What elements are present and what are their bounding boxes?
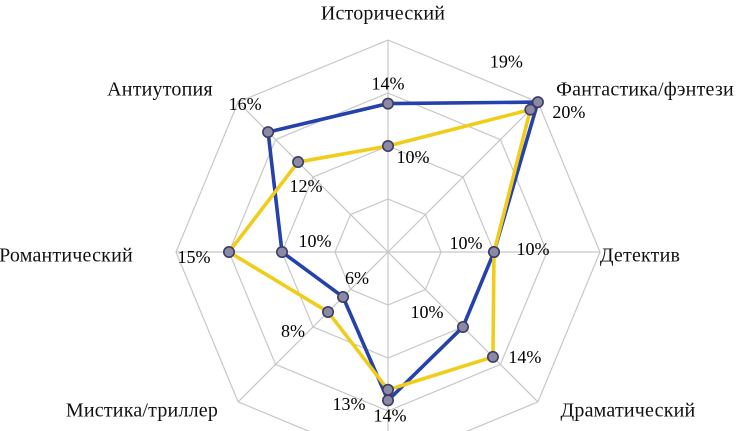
- axis-label-romantic: Романтический: [0, 244, 133, 267]
- axis-label-historical: Исторический: [320, 2, 446, 25]
- data-point-marker: [322, 305, 335, 318]
- grid-ring: [281, 145, 495, 359]
- axis-label-mystery-thriller: Мистика/триллер: [65, 399, 219, 422]
- data-point-marker: [262, 126, 275, 139]
- value-label: 14%: [508, 347, 541, 367]
- value-label: 16%: [229, 94, 262, 114]
- value-label: 10%: [517, 239, 550, 259]
- value-label: 14%: [372, 74, 405, 94]
- grid-ring: [334, 198, 442, 306]
- data-point-marker: [381, 383, 394, 396]
- data-point-marker: [486, 350, 499, 363]
- value-label: 13%: [333, 394, 366, 414]
- data-point-marker: [487, 246, 500, 259]
- value-label: 6%: [345, 268, 369, 288]
- value-label: 14%: [374, 405, 407, 425]
- axis-label-detective: Детектив: [599, 244, 681, 267]
- data-point-marker: [275, 246, 288, 259]
- data-point-marker: [524, 103, 537, 116]
- data-point-marker: [531, 96, 544, 109]
- value-label: 10%: [397, 147, 430, 167]
- data-point-marker: [456, 320, 469, 333]
- data-point-marker: [381, 97, 394, 110]
- series-polygon-series-yellow: [227, 107, 533, 392]
- data-point-marker: [292, 156, 305, 169]
- grid-ring: [175, 39, 601, 431]
- axis-label-fantasy: Фантастика/фэнтези: [556, 78, 734, 101]
- data-point-marker: [381, 140, 394, 153]
- value-label: 15%: [178, 247, 211, 267]
- data-point-marker: [381, 394, 394, 407]
- data-point-marker: [337, 290, 350, 303]
- value-label: 8%: [281, 321, 305, 341]
- value-label: 20%: [552, 102, 585, 122]
- axis-label-dramatic: Драматический: [560, 399, 696, 422]
- data-point-marker: [223, 246, 236, 259]
- value-label: 10%: [410, 302, 443, 322]
- value-label: 10%: [450, 233, 483, 253]
- value-label: 12%: [290, 176, 323, 196]
- value-label: 10%: [299, 231, 332, 251]
- value-label: 19%: [490, 52, 523, 72]
- axis-label-dystopia: Антиутопия: [107, 78, 213, 101]
